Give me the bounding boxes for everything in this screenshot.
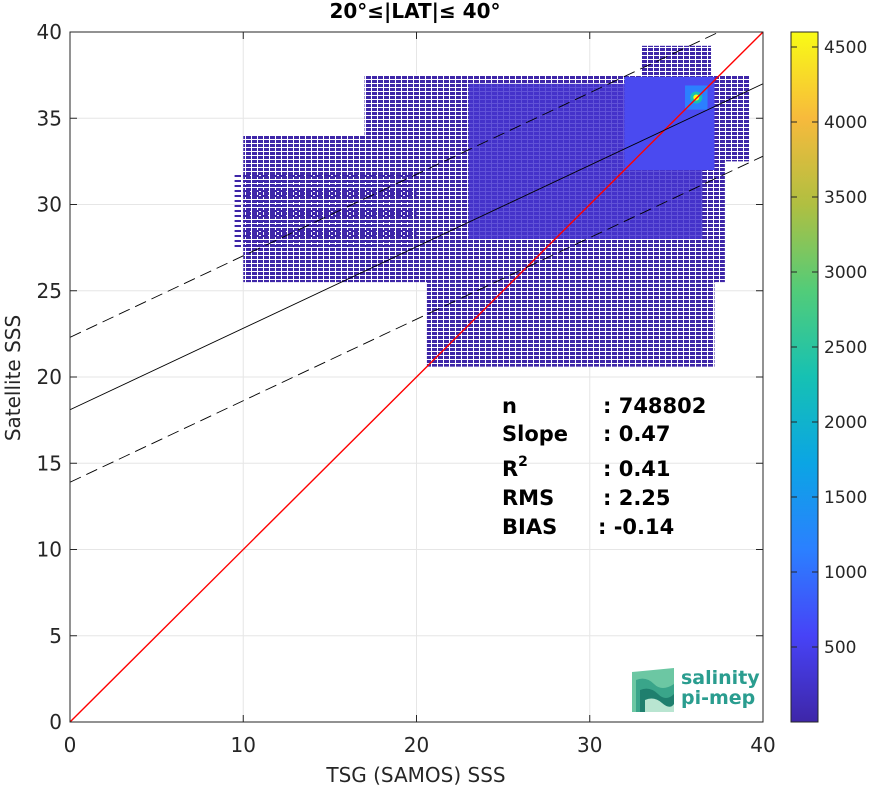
colorbar [790, 31, 819, 723]
stat-label-bias: BIAS [502, 515, 557, 539]
y-tick-label: 10 [37, 538, 62, 562]
colorbar-tick-label: 2000 [824, 413, 867, 433]
y-tick-label: 5 [49, 624, 62, 648]
regression-lines [70, 32, 763, 722]
stat-value-r2: : 0.41 [603, 457, 671, 481]
stat-value-bias: : -0.14 [598, 515, 674, 539]
colorbar-tick-label: 4500 [824, 38, 867, 58]
y-tick-label: 20 [37, 365, 62, 389]
x-tick-label: 40 [750, 733, 775, 757]
x-tick-label: 20 [404, 733, 429, 757]
density-region-sparse [234, 173, 417, 250]
stat-value-rms: : 2.25 [603, 486, 671, 510]
colorbar-tick-label: 3500 [824, 188, 867, 208]
y-axis-label: Satellite SSS [1, 315, 25, 441]
wave-logo-icon [632, 668, 674, 712]
x-tick-label: 10 [231, 733, 256, 757]
y-tick-label: 35 [37, 106, 62, 130]
colorbar-tick-label: 2500 [824, 338, 867, 358]
x-axis-label: TSG (SAMOS) SSS [325, 763, 505, 787]
y-tick-label: 30 [37, 193, 62, 217]
statistics-panel: n : 748802 Slope : 0.47 R2 : 0.41 RMS : … [502, 394, 706, 539]
logo-text-salinity: salinity [681, 667, 760, 689]
line-fit- [70, 32, 721, 338]
density-region-low [426, 282, 715, 367]
x-tick-label: 30 [577, 733, 602, 757]
colorbar-tick-label: 4000 [824, 113, 867, 133]
colorbar-tick-label: 3000 [824, 263, 867, 283]
line-fit [70, 83, 763, 411]
x-axis-ticks: 0 10 20 30 40 [64, 32, 776, 757]
stat-value-slope: : 0.47 [603, 422, 671, 446]
logo-text-pi-mep: pi-mep [681, 687, 755, 709]
y-tick-label: 25 [37, 279, 62, 303]
density-cloud [234, 45, 750, 367]
stat-label-n: n [502, 394, 517, 418]
colorbar-ticks: 500 1000 1500 2000 2500 3000 3500 4000 4500 [791, 38, 867, 658]
y-tick-label: 15 [37, 451, 62, 475]
y-axis-ticks: 0 5 10 15 20 25 30 35 40 [37, 20, 763, 734]
colorbar-tick-label: 500 [824, 638, 856, 658]
colorbar-tick-label: 1000 [824, 563, 867, 583]
y-tick-label: 40 [37, 20, 62, 44]
stat-label-slope: Slope [502, 422, 568, 446]
line-1-1 [70, 32, 763, 722]
chart-title: 20°≤|LAT|≤ 40° [329, 0, 500, 23]
y-tick-label: 0 [49, 710, 62, 734]
line-fit- [70, 155, 763, 483]
salinity-pi-mep-logo: salinity pi-mep [632, 667, 760, 712]
stat-value-n: : 748802 [603, 394, 706, 418]
stat-label-rms: RMS [502, 486, 554, 510]
colorbar-tick-label: 1500 [824, 488, 867, 508]
x-tick-label: 0 [64, 733, 77, 757]
